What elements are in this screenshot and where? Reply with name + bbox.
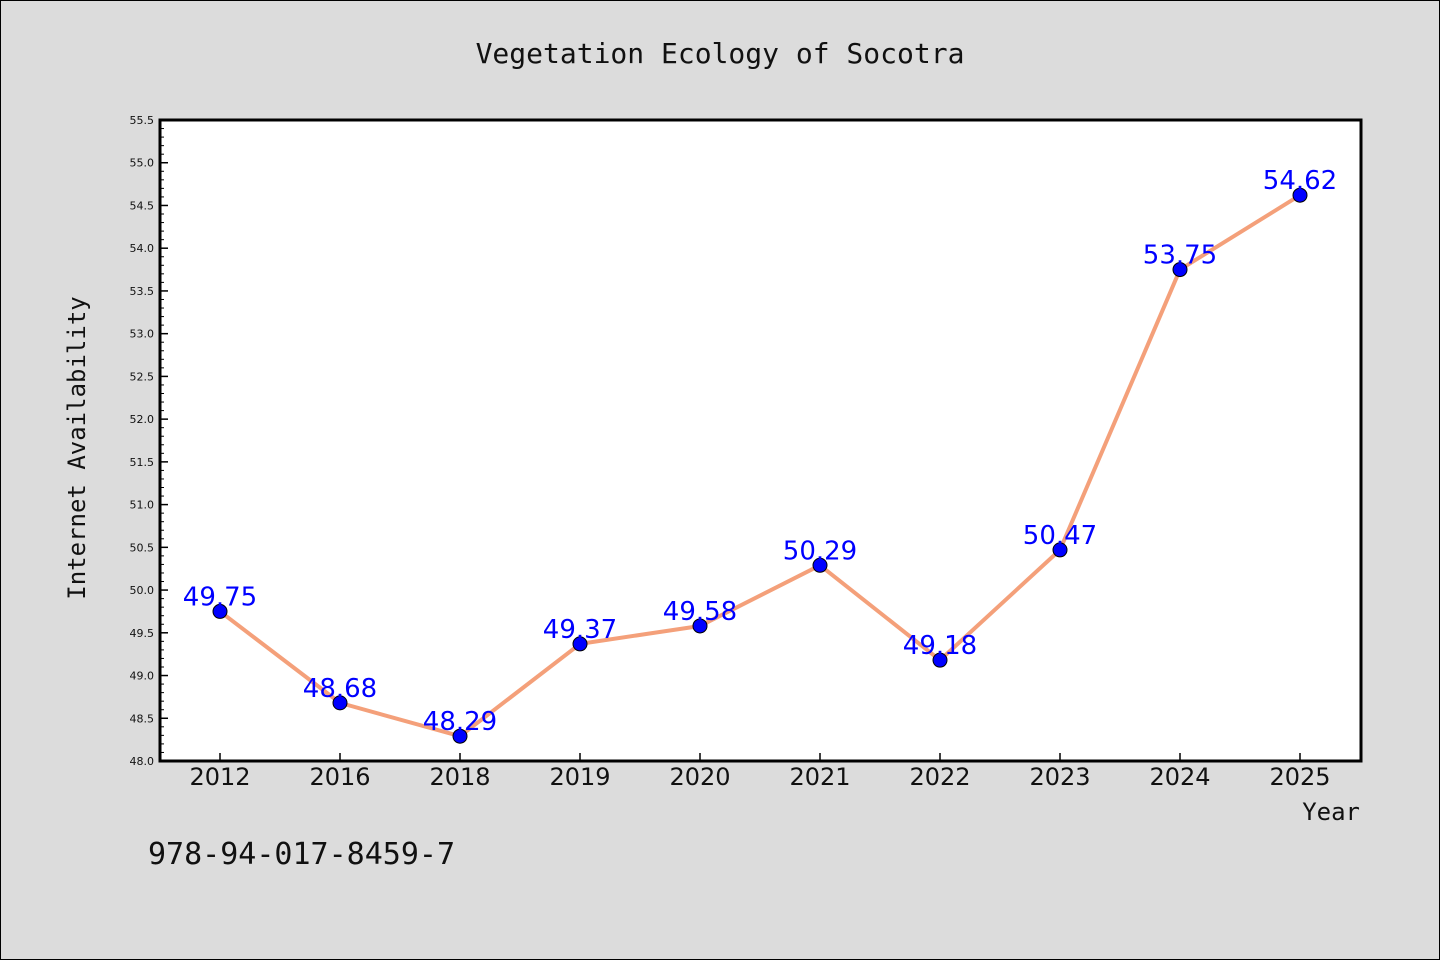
y-tick-label: 52.0 [130,413,155,426]
x-tick-label: 2012 [189,763,250,791]
series-line [218,193,1302,739]
y-tick-label: 49.0 [130,670,155,683]
x-tick-label: 2020 [669,763,730,791]
x-tick-label: 2023 [1029,763,1090,791]
data-labels: 49.75 48.68 48.29 49.37 49.58 50.29 49.18 50.47… [183,166,1337,737]
x-axis: 2012 2016 2018 2019 2020 2021 2022 2023 2024 2025 [189,753,1331,791]
x-tick-label: 2016 [309,763,370,791]
footer-code: 978-94-017-8459-7 [148,837,455,872]
series-polyline [218,193,1302,739]
x-tick-label: 2022 [909,763,970,791]
x-tick-label: 2018 [429,763,490,791]
y-tick-label: 51.0 [130,499,155,512]
y-tick-label: 53.5 [130,285,155,298]
y-tick-label: 52.5 [130,370,155,383]
x-tick-label: 2021 [789,763,850,791]
y-tick-label: 49.5 [130,627,155,640]
data-point [212,603,228,619]
data-label: 50.29 [783,536,857,566]
data-label: 53.75 [1143,241,1217,271]
x-tick-label: 2024 [1149,763,1210,791]
y-tick-label: 48.0 [130,755,155,768]
y-tick-label: 54.5 [130,199,155,212]
plot-area [158,118,1363,763]
y-tick-label: 50.0 [130,584,155,597]
data-point [1292,187,1308,203]
x-axis-label: Year [1302,798,1360,826]
chart-title: Vegetation Ecology of Socotra [476,37,965,70]
y-axis-label: Internet Availability [63,296,91,599]
x-tick-label: 2025 [1269,763,1330,791]
data-point [1052,542,1068,558]
x-tick-label: 2019 [549,763,610,791]
y-tick-label: 55.5 [130,114,155,127]
y-tick-label: 48.5 [130,712,155,725]
data-label: 49.37 [543,615,617,645]
data-label: 48.29 [423,707,497,737]
y-tick-label: 53.0 [130,328,155,341]
data-label: 54.62 [1263,166,1337,196]
y-tick-label: 50.5 [130,541,155,554]
data-point [812,557,828,573]
data-label: 50.47 [1023,521,1097,551]
y-tick-label: 51.5 [130,456,155,469]
data-label: 48.68 [303,674,377,704]
data-point [332,695,348,711]
data-point [572,636,588,652]
data-point [932,652,948,668]
data-points [212,187,1308,744]
data-label: 49.58 [663,597,737,627]
data-point [692,618,708,634]
data-point [1172,262,1188,278]
data-label: 49.18 [903,631,977,661]
y-tick-label: 54.0 [130,242,155,255]
data-point [452,728,468,744]
y-axis: 48.0 48.5 49.0 49.5 50.0 50.5 51.0 51.5 52.0 52.5… [130,114,168,768]
data-label: 49.75 [183,582,257,612]
y-tick-label: 55.0 [130,157,155,170]
